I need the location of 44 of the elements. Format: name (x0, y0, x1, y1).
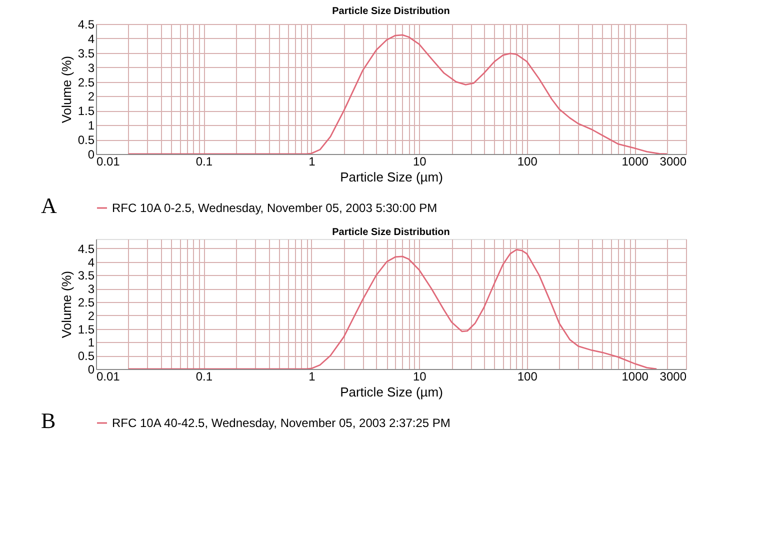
x-tick-label: 3000 (660, 370, 687, 384)
legend-label: RFC 10A 40-42.5, Wednesday, November 05, 2003 2:37:25 PM (112, 416, 450, 430)
y-tick-label: 4 (88, 255, 95, 270)
x-tick-label: 100 (517, 370, 538, 384)
y-axis-title: Volume (%) (58, 56, 74, 124)
x-tick-label: 100 (517, 154, 538, 168)
chart-title: Particle Size Distribution (332, 227, 450, 238)
x-tick-label: 0.1 (196, 370, 213, 384)
x-tick-label: 1 (308, 370, 316, 384)
x-axis-title: Particle Size (µm) (340, 384, 443, 400)
y-tick-label: 2 (88, 90, 95, 104)
y-tick-label: 0.5 (78, 349, 95, 364)
y-tick-label: 4.5 (78, 242, 95, 256)
y-tick-label: 4.5 (78, 18, 95, 32)
y-tick-label: 1.5 (78, 104, 95, 118)
y-tick-label: 3.5 (78, 46, 95, 60)
x-tick-label: 1000 (622, 154, 649, 168)
y-tick-label: 1 (88, 336, 95, 350)
text: A (41, 193, 57, 218)
y-tick-label: 0 (88, 362, 95, 376)
x-tick-label: 1 (308, 154, 316, 168)
x-tick-label: 10 (412, 154, 427, 168)
y-tick-label: 1.5 (78, 322, 95, 336)
x-tick-label: 10 (412, 370, 427, 384)
y-tick-label: 2 (88, 308, 95, 323)
x-axis-title: Particle Size (µm) (340, 170, 443, 184)
y-axis-title: Volume (%) (58, 270, 74, 338)
x-tick-label: 3000 (660, 154, 687, 168)
x-tick-label: 1000 (622, 370, 649, 384)
y-tick-label: 1 (88, 118, 95, 133)
y-tick-label: 3 (88, 60, 95, 75)
x-tick-label: 0.01 (96, 370, 120, 384)
y-tick-label: 3.5 (78, 268, 95, 283)
x-tick-label: 0.01 (96, 154, 120, 168)
y-tick-label: 2.5 (78, 75, 95, 90)
legend-label: RFC 10A 0-2.5, Wednesday, November 05, 2003 5:30:00 PM (112, 201, 438, 215)
chart-title: Particle Size Distribution (332, 6, 450, 17)
y-tick-label: 0.5 (78, 133, 95, 148)
y-tick-label: 4 (88, 32, 95, 46)
y-tick-label: 0 (88, 148, 95, 162)
y-tick-label: 2.5 (78, 295, 95, 310)
y-tick-label: 3 (88, 282, 95, 296)
x-tick-label: 0.1 (196, 154, 213, 168)
text: B (41, 408, 56, 433)
